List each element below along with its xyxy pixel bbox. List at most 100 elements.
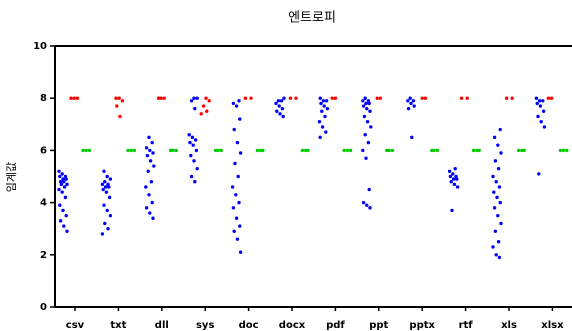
x-tick-label: dll: [155, 320, 169, 331]
point: [238, 117, 242, 121]
point: [231, 101, 236, 106]
point: [522, 148, 526, 153]
point: [535, 101, 539, 106]
point: [491, 245, 495, 249]
point: [318, 96, 322, 100]
point: [565, 148, 569, 153]
point: [57, 169, 61, 173]
point: [281, 114, 285, 119]
point: [455, 177, 459, 181]
point: [187, 133, 191, 137]
point: [144, 146, 149, 150]
point: [558, 148, 563, 153]
x-tick-label: xls: [501, 320, 517, 331]
point: [189, 99, 194, 103]
point: [105, 174, 109, 179]
point: [233, 161, 237, 166]
point: [102, 169, 106, 173]
point: [409, 101, 413, 106]
point: [148, 211, 152, 215]
point: [58, 174, 62, 179]
point: [145, 153, 150, 158]
point: [102, 203, 106, 207]
point: [151, 216, 155, 220]
point: [230, 185, 235, 189]
point: [288, 96, 293, 100]
point: [493, 159, 498, 163]
point: [149, 180, 154, 184]
point: [62, 224, 66, 228]
point: [496, 213, 500, 218]
point: [108, 177, 113, 181]
x-tick-label: doc: [239, 320, 259, 331]
point: [280, 106, 285, 111]
point: [369, 125, 373, 129]
point: [168, 148, 173, 153]
point: [201, 104, 206, 108]
point: [162, 96, 166, 100]
point: [499, 151, 503, 155]
point: [362, 114, 367, 119]
point: [115, 104, 119, 108]
point: [147, 135, 151, 140]
point: [235, 140, 240, 145]
point: [561, 148, 566, 153]
point: [333, 96, 338, 100]
point: [364, 101, 368, 106]
point: [234, 193, 238, 197]
point: [361, 99, 365, 103]
point: [148, 159, 153, 163]
point: [63, 195, 68, 200]
y-axis-label: 임계값: [5, 162, 18, 192]
point: [541, 109, 546, 113]
point: [492, 135, 497, 140]
point: [147, 193, 151, 197]
point: [520, 148, 524, 153]
point: [348, 148, 353, 153]
point: [317, 119, 322, 124]
point: [423, 96, 428, 100]
point: [455, 185, 460, 189]
x-tick-label: ppt: [369, 320, 388, 331]
point: [420, 96, 424, 100]
point: [144, 206, 149, 210]
y-tick-label: 6: [40, 145, 47, 156]
point: [192, 96, 196, 100]
point: [496, 240, 501, 244]
point: [282, 96, 286, 100]
point: [546, 96, 551, 100]
point: [188, 140, 192, 145]
point: [61, 208, 65, 213]
point: [120, 99, 125, 103]
point: [368, 109, 372, 113]
point: [516, 148, 521, 153]
point: [238, 151, 243, 155]
point: [108, 213, 113, 218]
x-tick-label: rtf: [459, 320, 474, 331]
point: [107, 195, 112, 200]
point: [378, 96, 383, 100]
point: [213, 148, 218, 153]
point: [60, 172, 64, 176]
point: [450, 208, 454, 213]
point: [536, 114, 540, 119]
point: [194, 148, 199, 153]
point: [193, 138, 198, 142]
point: [496, 166, 501, 171]
point: [510, 96, 514, 100]
point: [459, 96, 464, 100]
point: [238, 224, 242, 228]
x-tick-label: txt: [110, 320, 126, 331]
point: [365, 203, 369, 207]
point: [538, 104, 543, 108]
point: [100, 232, 105, 236]
point: [323, 114, 327, 119]
point: [258, 148, 263, 153]
x-tick-label: docx: [279, 320, 306, 331]
point: [59, 182, 64, 187]
point: [320, 125, 325, 129]
point: [58, 180, 63, 184]
point: [243, 96, 248, 100]
y-tick-label: 4: [40, 198, 47, 209]
point: [452, 182, 457, 187]
